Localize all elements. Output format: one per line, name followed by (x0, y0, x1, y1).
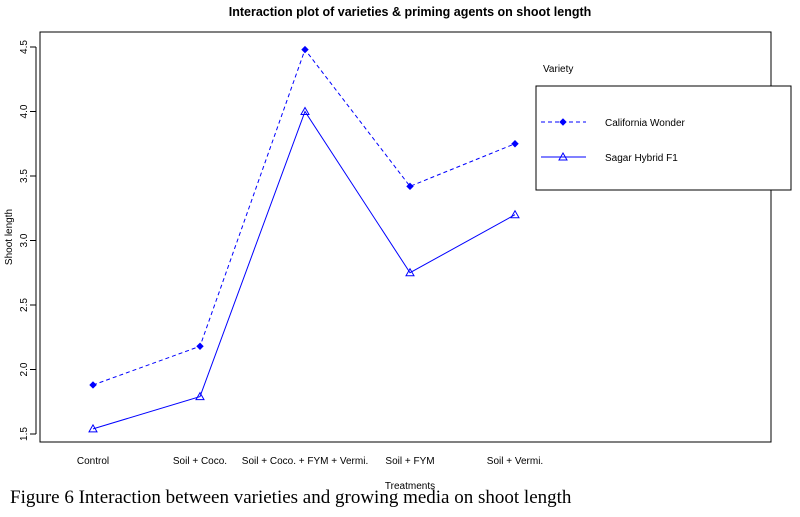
x-tick-label: Soil + Vermi. (487, 456, 543, 467)
series-layer (88, 45, 520, 433)
legend: California Wonder Sagar Hybrid F1 (535, 85, 792, 191)
data-point (511, 140, 519, 148)
series-0 (89, 45, 519, 389)
legend-label: California Wonder (605, 118, 686, 129)
y-tick-label: 3.0 (19, 233, 30, 247)
y-tick-label: 1.5 (19, 427, 30, 441)
data-point (510, 209, 520, 219)
y-tick-label: 2.0 (19, 362, 30, 376)
y-tick-label: 3.5 (19, 169, 30, 183)
x-tick-label: Soil + FYM (385, 456, 434, 467)
legend-title: Variety (543, 64, 573, 75)
data-point (406, 182, 414, 191)
series-1 (88, 106, 520, 433)
y-tick-label: 2.5 (19, 298, 30, 312)
x-axis-label: Treatments (385, 481, 435, 492)
series-line (92, 48, 516, 386)
x-tick-label: Soil + Coco. (173, 456, 227, 467)
data-point (88, 423, 98, 433)
x-tick-label: Control (77, 456, 109, 467)
figure-caption: Figure 6 Interaction between varieties a… (10, 487, 572, 508)
data-point (301, 45, 309, 54)
legend-box (535, 85, 792, 191)
y-axis: 1.5 2.0 2.5 3.0 3.5 4.0 4.5 (19, 40, 37, 441)
y-tick-label: 4.0 (19, 104, 30, 118)
data-point (196, 342, 204, 350)
x-tick-label: Soil + Coco. + FYM + Vermi. (242, 456, 368, 467)
x-axis: Control Soil + Coco. Soil + Coco. + FYM + … (77, 456, 543, 467)
legend-marker (558, 151, 568, 161)
chart-title: Interaction plot of varieties & priming … (229, 5, 592, 19)
plot-frame (39, 31, 772, 443)
data-point (405, 267, 415, 277)
legend-label: Sagar Hybrid F1 (605, 153, 678, 164)
data-point (195, 391, 205, 401)
data-point (300, 106, 310, 115)
legend-marker (559, 118, 567, 126)
y-tick-label: 4.5 (19, 40, 30, 54)
y-axis-label: Shoot length (4, 209, 15, 265)
data-point (89, 381, 97, 389)
series-line (92, 110, 516, 430)
